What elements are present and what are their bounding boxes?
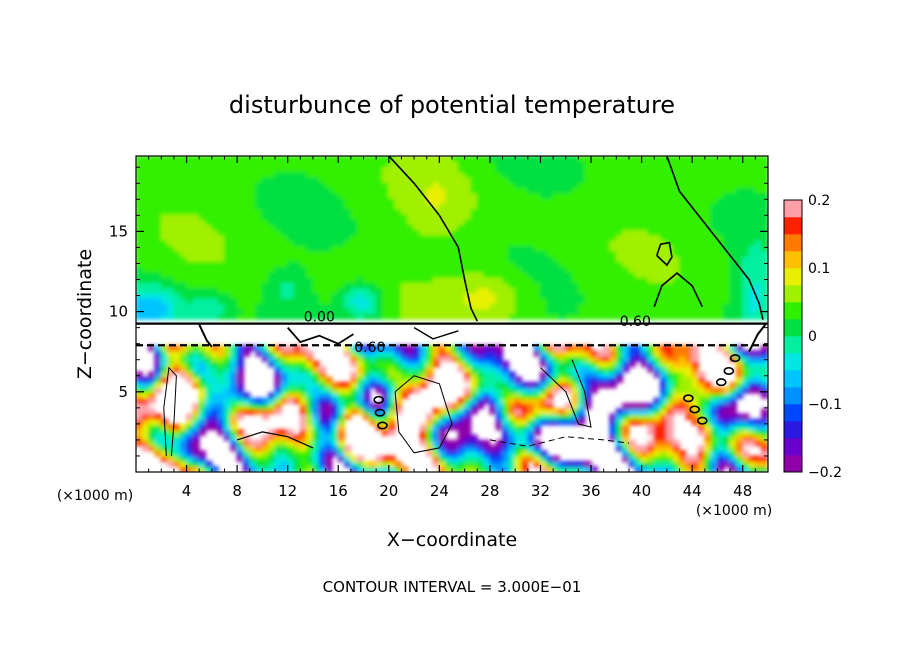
y-tick-label: 5 xyxy=(118,383,128,401)
x-axis-ticks: 4 8 12 16 20 24 28 32 36 40 44 48 xyxy=(148,156,756,500)
contour-label: 0.60 xyxy=(354,340,385,356)
x-tick-label: 48 xyxy=(733,482,752,500)
colorbar-swatch xyxy=(784,319,802,337)
x-tick-label: 20 xyxy=(379,482,398,500)
temperature-field xyxy=(136,156,768,472)
colorbar-tick-label: 0 xyxy=(808,329,817,345)
colorbar-swatch xyxy=(784,353,802,371)
colorbar-swatch xyxy=(784,455,802,473)
contour-lines xyxy=(136,156,768,457)
colorbar-swatch xyxy=(784,302,802,320)
x-tick-label: 8 xyxy=(232,482,242,500)
x-tick-label: 32 xyxy=(531,482,550,500)
x-unit-label-right: (×1000 m) xyxy=(696,503,772,519)
x-unit-label-left: (×1000 m) xyxy=(57,488,133,504)
contour-label: 0.60 xyxy=(620,314,651,330)
colorbar-tick-label: −0.2 xyxy=(808,465,842,481)
plot-area xyxy=(136,156,768,472)
colorbar-swatch xyxy=(784,234,802,252)
colorbar-swatch xyxy=(784,336,802,354)
chart-title: disturbunce of potential temperature xyxy=(229,91,675,119)
colorbar-swatch xyxy=(784,438,802,456)
x-axis-label: X−coordinate xyxy=(387,529,517,551)
x-tick-label: 28 xyxy=(480,482,499,500)
colorbar-swatch xyxy=(784,421,802,439)
colorbar-swatch xyxy=(784,251,802,269)
contour-label-group: 0.00 0.60 0.60 xyxy=(304,309,651,355)
x-tick-label: 24 xyxy=(430,482,449,500)
colorbar: −0.2 −0.1 0 0.1 0.2 xyxy=(783,193,842,481)
colorbar-tick-label: 0.1 xyxy=(808,261,830,277)
colorbar-swatch xyxy=(784,404,802,422)
contour-label: 0.00 xyxy=(304,309,335,325)
colorbar-swatch xyxy=(784,200,802,218)
colorbar-swatch xyxy=(784,217,802,235)
y-tick-label: 10 xyxy=(109,303,128,321)
x-tick-label: 12 xyxy=(278,482,297,500)
y-tick-label: 15 xyxy=(109,222,128,240)
colorbar-tick-label: 0.2 xyxy=(808,193,830,209)
y-axis-label: Z−coordinate xyxy=(74,249,96,379)
x-tick-label: 40 xyxy=(632,482,651,500)
colorbar-swatch xyxy=(784,387,802,405)
colorbar-swatch xyxy=(784,268,802,286)
contour-interval-note: CONTOUR INTERVAL = 3.000E−01 xyxy=(323,578,582,596)
colorbar-tick-label: −0.1 xyxy=(808,397,842,413)
x-tick-label: 4 xyxy=(182,482,192,500)
x-tick-label: 44 xyxy=(683,482,702,500)
colorbar-swatch xyxy=(784,370,802,388)
colorbar-frame xyxy=(783,199,803,473)
x-tick-label: 16 xyxy=(329,482,348,500)
x-tick-label: 36 xyxy=(581,482,600,500)
y-axis-ticks: 5 10 15 xyxy=(109,166,768,457)
colorbar-swatch xyxy=(784,285,802,303)
